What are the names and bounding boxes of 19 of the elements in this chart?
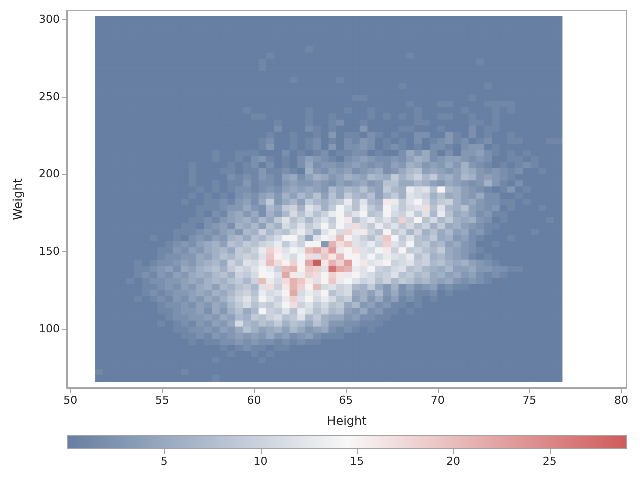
color-bar-label: 25	[542, 455, 557, 468]
y-tick-label: 200	[39, 168, 60, 181]
y-axis-title: Weight	[11, 178, 25, 220]
x-tick-label: 60	[247, 394, 262, 407]
x-tick-label: 50	[64, 394, 78, 407]
x-tick-label: 55	[155, 394, 170, 407]
x-tick-label: 70	[430, 394, 445, 407]
x-axis-title: Height	[327, 414, 368, 428]
x-tick-label: 75	[522, 394, 537, 407]
x-tick-label: 65	[339, 394, 354, 407]
y-tick-label: 100	[39, 322, 60, 336]
y-tick-label: 250	[39, 90, 60, 104]
color-bar-label: 10	[254, 455, 268, 468]
color-bar-label: 5	[160, 455, 168, 468]
color-bar-label: 20	[446, 455, 461, 468]
x-tick-label: 80	[614, 394, 628, 407]
color-bar-label: 15	[350, 455, 364, 468]
y-tick-label: 300	[39, 12, 60, 26]
y-tick-label: 150	[39, 245, 60, 258]
